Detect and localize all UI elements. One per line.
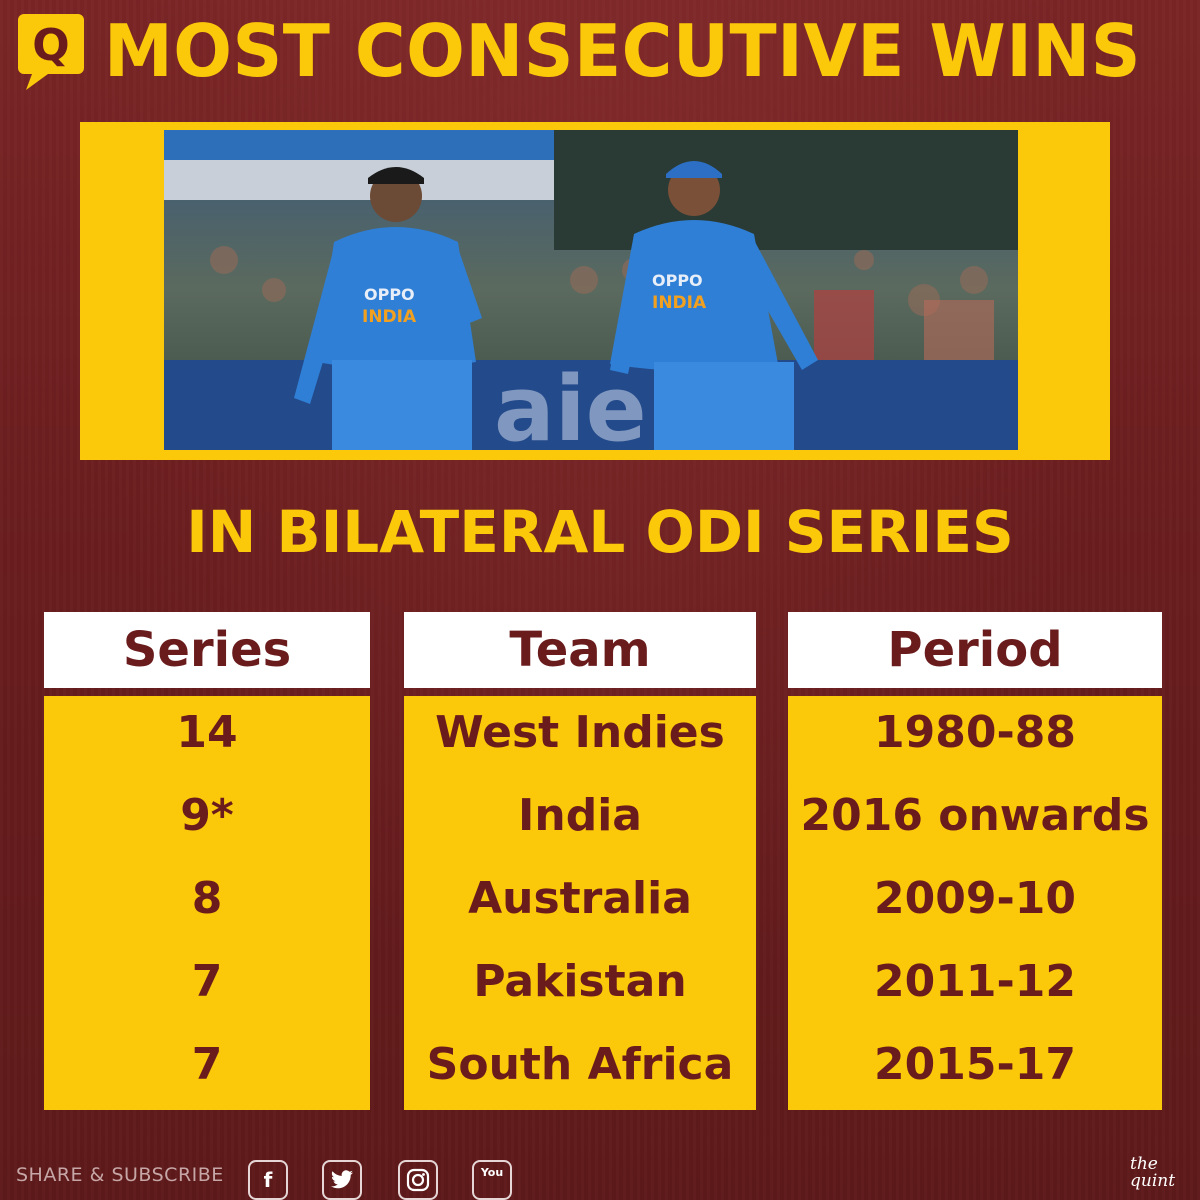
cell-team: South Africa <box>426 1039 734 1090</box>
column-header-series: Series <box>44 612 370 688</box>
players-photo: aier OPPO INDIA OPPO INDI <box>164 130 1018 450</box>
jersey-text-left: INDIA <box>362 307 417 327</box>
column-team: Team West Indies India Australia Pakista… <box>404 612 756 1110</box>
brand-line-2: quint <box>1130 1171 1176 1191</box>
page-title: MOST CONSECUTIVE WINS <box>104 9 1142 93</box>
quint-logo: Q <box>14 10 88 94</box>
column-series: Series 14 9* 8 7 7 <box>44 612 370 1110</box>
cell-series: 9* <box>180 790 234 841</box>
cell-series: 7 <box>191 1039 223 1090</box>
cell-team: India <box>518 790 642 841</box>
instagram-icon[interactable] <box>398 1160 438 1200</box>
logo-letter: Q <box>32 20 69 71</box>
column-body-period: 1980-88 2016 onwards 2009-10 2011-12 201… <box>788 696 1162 1110</box>
twitter-icon[interactable] <box>322 1160 362 1200</box>
cell-series: 8 <box>191 873 223 924</box>
jersey-sponsor-left: OPPO <box>364 285 415 304</box>
column-header-team: Team <box>404 612 756 688</box>
column-period: Period 1980-88 2016 onwards 2009-10 2011… <box>788 612 1162 1110</box>
subtitle: IN BILATERAL ODI SERIES <box>186 498 1014 566</box>
column-body-series: 14 9* 8 7 7 <box>44 696 370 1110</box>
facebook-glyph: f <box>263 1168 273 1192</box>
jersey-text-right: INDIA <box>652 293 707 313</box>
photo-frame: aier OPPO INDIA OPPO INDI <box>80 122 1110 460</box>
cell-team: Australia <box>468 873 692 924</box>
cell-team: West Indies <box>435 707 725 758</box>
the-quint-brand: the quint <box>1130 1156 1194 1196</box>
cell-period: 2011-12 <box>874 956 1076 1007</box>
facebook-icon[interactable]: f <box>248 1160 288 1200</box>
column-body-team: West Indies India Australia Pakistan Sou… <box>404 696 756 1110</box>
cell-series: 14 <box>176 707 238 758</box>
jersey-sponsor-right: OPPO <box>652 271 703 290</box>
youtube-icon[interactable]: You <box>472 1160 512 1200</box>
cell-period: 2016 onwards <box>800 790 1150 841</box>
cell-series: 7 <box>191 956 223 1007</box>
cell-period: 1980-88 <box>874 707 1076 758</box>
column-header-period: Period <box>788 612 1162 688</box>
share-subscribe-text: SHARE & SUBSCRIBE <box>16 1164 224 1186</box>
cell-period: 2009-10 <box>874 873 1076 924</box>
cell-team: Pakistan <box>473 956 687 1007</box>
youtube-glyph: You <box>480 1166 504 1179</box>
cell-period: 2015-17 <box>874 1039 1076 1090</box>
brand-line-1: the <box>1130 1154 1158 1174</box>
player-left: OPPO INDIA <box>294 167 482 450</box>
player-right: OPPO INDIA <box>610 161 818 450</box>
